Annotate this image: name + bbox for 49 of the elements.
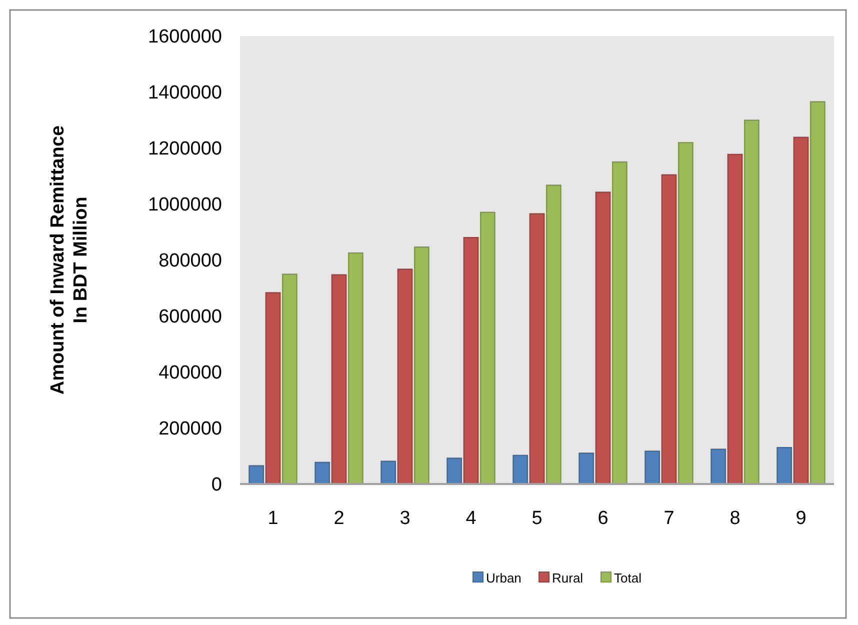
x-tick-label: 5 [532,508,542,529]
bar [282,274,298,485]
bar [578,452,594,485]
bar [644,450,660,485]
y-tick-label: 800000 [158,250,222,272]
bar [446,458,462,485]
x-tick-label: 8 [730,508,740,529]
bar [414,246,430,485]
x-tick-label: 1 [268,508,278,529]
y-tick-label: 1600000 [148,26,222,48]
bar [793,136,809,485]
legend-label: Urban [486,570,522,586]
bar [612,161,628,485]
y-tick-label: 200000 [158,418,222,440]
bar [463,237,479,485]
bar [744,120,760,485]
y-tick-label: 600000 [158,306,222,328]
y-tick-label: 1200000 [148,138,222,160]
bar [710,448,726,485]
y-tick-label: 1400000 [148,82,222,104]
bar [678,142,694,485]
bar [595,192,611,485]
bar [331,274,347,485]
x-tick-label: 4 [466,508,477,529]
y-axis-title: Amount of Inward Remittance In BDT Million [48,125,92,395]
y-tick-label: 400000 [158,362,222,384]
y-tick-label: 1000000 [148,194,222,216]
bar [348,252,364,485]
bar [380,460,396,485]
x-tick-label: 7 [664,508,674,529]
bar [314,462,330,485]
x-tick-label: 9 [796,508,806,529]
bar [248,465,264,485]
bar [512,454,528,485]
bar [727,154,743,485]
bar [546,184,562,485]
bar [265,292,281,485]
bar [661,174,677,485]
bar [480,212,496,485]
legend-label: Rural [552,570,584,586]
bar [397,268,413,485]
bar [810,101,826,485]
x-tick-label: 3 [400,508,410,529]
x-tick-label: 2 [334,508,344,529]
bar [776,447,792,485]
bar [529,213,545,485]
x-tick-label: 6 [598,508,608,529]
y-tick-label: 0 [211,474,222,496]
legend-label: Total [614,570,642,586]
